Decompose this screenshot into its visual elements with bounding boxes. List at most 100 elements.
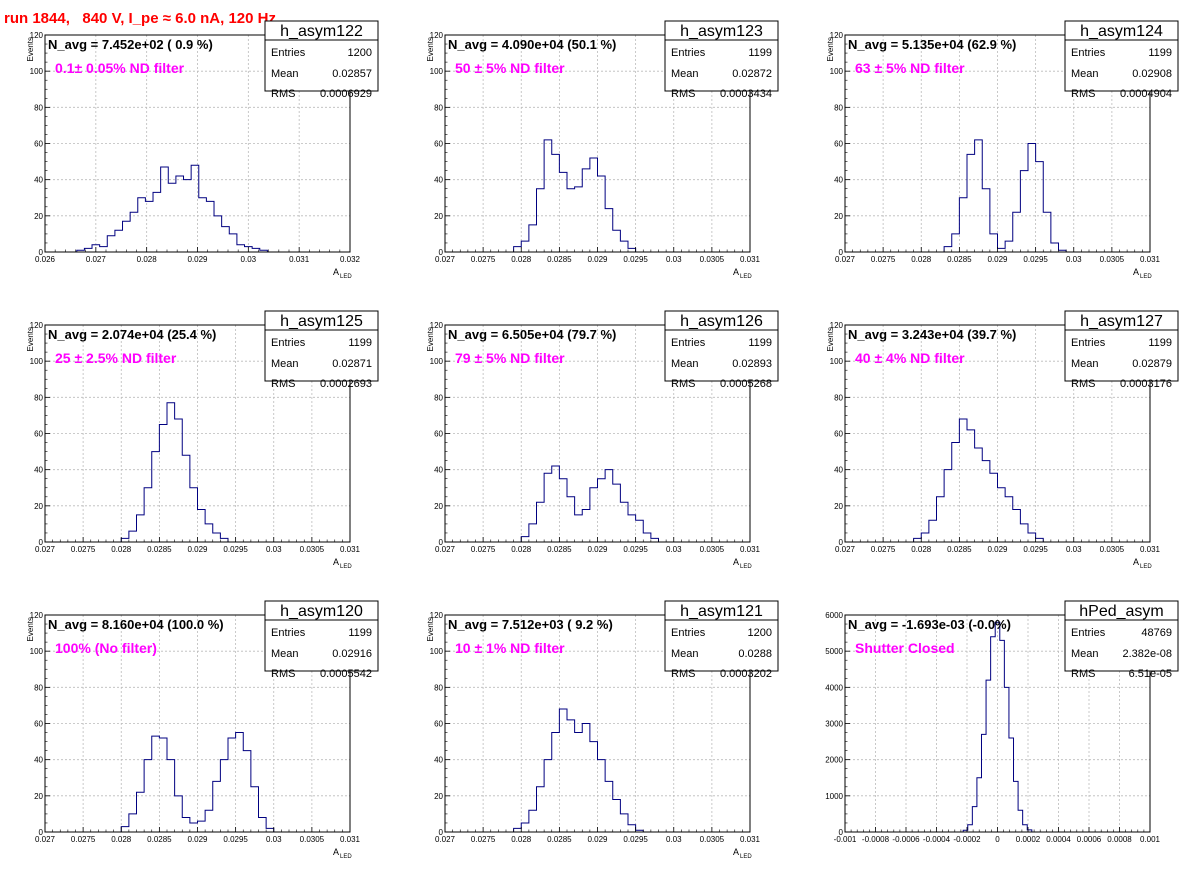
x-tick-label: 0.027 bbox=[35, 835, 56, 844]
x-tick-label: 0.0285 bbox=[547, 545, 572, 554]
stats-entries-label: Entries bbox=[671, 47, 706, 59]
x-tick-label: 0.031 bbox=[1140, 255, 1161, 264]
filter-annotation: 100% (No filter) bbox=[55, 640, 157, 656]
stats-box bbox=[264, 600, 379, 672]
y-tick-label: 100 bbox=[30, 357, 44, 366]
histogram-panel-hPed_asym: -0.001 -0.0008 -0.0006 -0.0004 -0.0002 0 0.000… bbox=[825, 600, 1179, 844]
x-tick-label: 0.028 bbox=[911, 255, 932, 264]
y-tick-label: 120 bbox=[430, 611, 444, 620]
x-tick-label: 0.0305 bbox=[300, 545, 325, 554]
navg-label: N_avg = 7.512e+03 ( 9.2 %) bbox=[448, 617, 613, 632]
y-tick-label: 120 bbox=[830, 31, 844, 40]
y-tick-label: 20 bbox=[834, 212, 843, 221]
y-axis-label: Events bbox=[426, 37, 435, 61]
histogram-line bbox=[913, 418, 1044, 542]
y-tick-label: 40 bbox=[34, 466, 43, 475]
histogram-panel-h_asym121: 0.027 0.0275 0.028 0.0285 0.029 0.0295 0.03 0.0… bbox=[426, 600, 779, 860]
stats-rms-value: 0.0006929 bbox=[320, 88, 372, 100]
y-tick-label: 60 bbox=[34, 720, 43, 729]
x-tick-label: 0.026 bbox=[35, 255, 56, 264]
stats-entries-label: Entries bbox=[671, 337, 706, 349]
y-tick-label: 6000 bbox=[825, 611, 843, 620]
y-tick-label: 100 bbox=[830, 357, 844, 366]
y-tick-label: 4000 bbox=[825, 683, 843, 692]
stats-rms-label: RMS bbox=[671, 668, 695, 680]
y-tick-label: 40 bbox=[434, 466, 443, 475]
y-tick-label: 20 bbox=[434, 212, 443, 221]
y-tick-label: 20 bbox=[434, 792, 443, 801]
stats-box bbox=[664, 310, 779, 382]
x-tick-label: 0.029 bbox=[987, 545, 1008, 554]
stats-mean-label: Mean bbox=[1071, 648, 1099, 660]
stats-entries-label: Entries bbox=[271, 47, 306, 59]
y-tick-label: 0 bbox=[39, 828, 44, 837]
x-tick-label: 0.03 bbox=[666, 545, 682, 554]
x-tick-label: 0.0295 bbox=[623, 835, 648, 844]
y-tick-label: 40 bbox=[434, 176, 443, 185]
x-axis-label-subscript: LED bbox=[1140, 274, 1152, 280]
x-tick-label: 0.0305 bbox=[1100, 255, 1125, 264]
stats-entries-value: 48769 bbox=[1141, 627, 1172, 639]
x-tick-label: 0.0275 bbox=[471, 835, 496, 844]
x-tick-label: 0.0008 bbox=[1107, 835, 1132, 844]
x-tick-label: 0.0275 bbox=[871, 545, 896, 554]
y-tick-label: 0 bbox=[839, 538, 844, 547]
stats-box bbox=[664, 20, 779, 92]
stats-rms-value: 0.0005268 bbox=[720, 378, 772, 390]
histogram-line bbox=[120, 732, 275, 832]
x-tick-label: 0.029 bbox=[987, 255, 1008, 264]
x-tick-label: -0.0002 bbox=[953, 835, 981, 844]
y-tick-label: 120 bbox=[430, 31, 444, 40]
x-tick-label: 0.0295 bbox=[223, 545, 248, 554]
histogram-line bbox=[520, 465, 659, 542]
x-tick-label: 0.028 bbox=[111, 545, 132, 554]
y-tick-label: 60 bbox=[434, 430, 443, 439]
stats-box bbox=[664, 600, 779, 672]
y-tick-label: 3000 bbox=[825, 720, 843, 729]
x-tick-label: 0.0305 bbox=[300, 835, 325, 844]
y-tick-label: 20 bbox=[434, 502, 443, 511]
x-axis-label-subscript: LED bbox=[340, 564, 352, 570]
x-tick-label: 0.0295 bbox=[1023, 545, 1048, 554]
stats-mean-label: Mean bbox=[271, 358, 299, 370]
y-tick-label: 0 bbox=[439, 828, 444, 837]
x-tick-label: 0 bbox=[995, 835, 1000, 844]
stats-mean-value: 0.0288 bbox=[738, 648, 772, 660]
y-tick-label: 60 bbox=[834, 140, 843, 149]
histogram-name: h_asym120 bbox=[280, 603, 363, 620]
x-tick-label: 0.0285 bbox=[547, 835, 572, 844]
stats-mean-label: Mean bbox=[271, 68, 299, 80]
x-tick-label: 0.03 bbox=[1066, 545, 1082, 554]
filter-annotation: Shutter Closed bbox=[855, 640, 955, 656]
x-tick-label: 0.029 bbox=[187, 255, 208, 264]
stats-entries-label: Entries bbox=[1071, 47, 1106, 59]
x-axis-label: A bbox=[733, 267, 739, 277]
x-tick-label: 0.031 bbox=[740, 835, 761, 844]
x-tick-label: 0.029 bbox=[587, 255, 608, 264]
x-tick-label: 0.027 bbox=[86, 255, 107, 264]
histogram-line bbox=[943, 139, 1067, 252]
x-tick-label: 0.029 bbox=[587, 835, 608, 844]
stats-mean-label: Mean bbox=[271, 648, 299, 660]
y-tick-label: 0 bbox=[839, 828, 844, 837]
x-tick-label: 0.0275 bbox=[871, 255, 896, 264]
x-tick-label: 0.031 bbox=[740, 545, 761, 554]
stats-rms-value: 0.0002693 bbox=[320, 378, 372, 390]
y-tick-label: 60 bbox=[34, 140, 43, 149]
stats-entries-value: 1199 bbox=[1148, 47, 1172, 59]
filter-annotation: 79 ± 5% ND filter bbox=[455, 350, 565, 366]
y-tick-label: 5000 bbox=[825, 647, 843, 656]
x-tick-label: 0.0305 bbox=[700, 255, 725, 264]
y-tick-label: 20 bbox=[34, 212, 43, 221]
y-axis-label: Events bbox=[426, 617, 435, 641]
histogram-panel-h_asym122: 0.026 0.027 0.028 0.029 0.03 0.031 0.032 0 20 40 6… bbox=[26, 20, 379, 280]
x-axis-label: A bbox=[1133, 267, 1139, 277]
stats-rms-label: RMS bbox=[671, 88, 695, 100]
x-tick-label: 0.0285 bbox=[947, 255, 972, 264]
x-tick-label: 0.0295 bbox=[623, 255, 648, 264]
y-tick-label: 40 bbox=[834, 466, 843, 475]
x-tick-label: 0.0275 bbox=[71, 835, 96, 844]
x-tick-label: 0.0006 bbox=[1077, 835, 1102, 844]
y-tick-label: 80 bbox=[34, 103, 43, 112]
stats-mean-label: Mean bbox=[671, 358, 699, 370]
